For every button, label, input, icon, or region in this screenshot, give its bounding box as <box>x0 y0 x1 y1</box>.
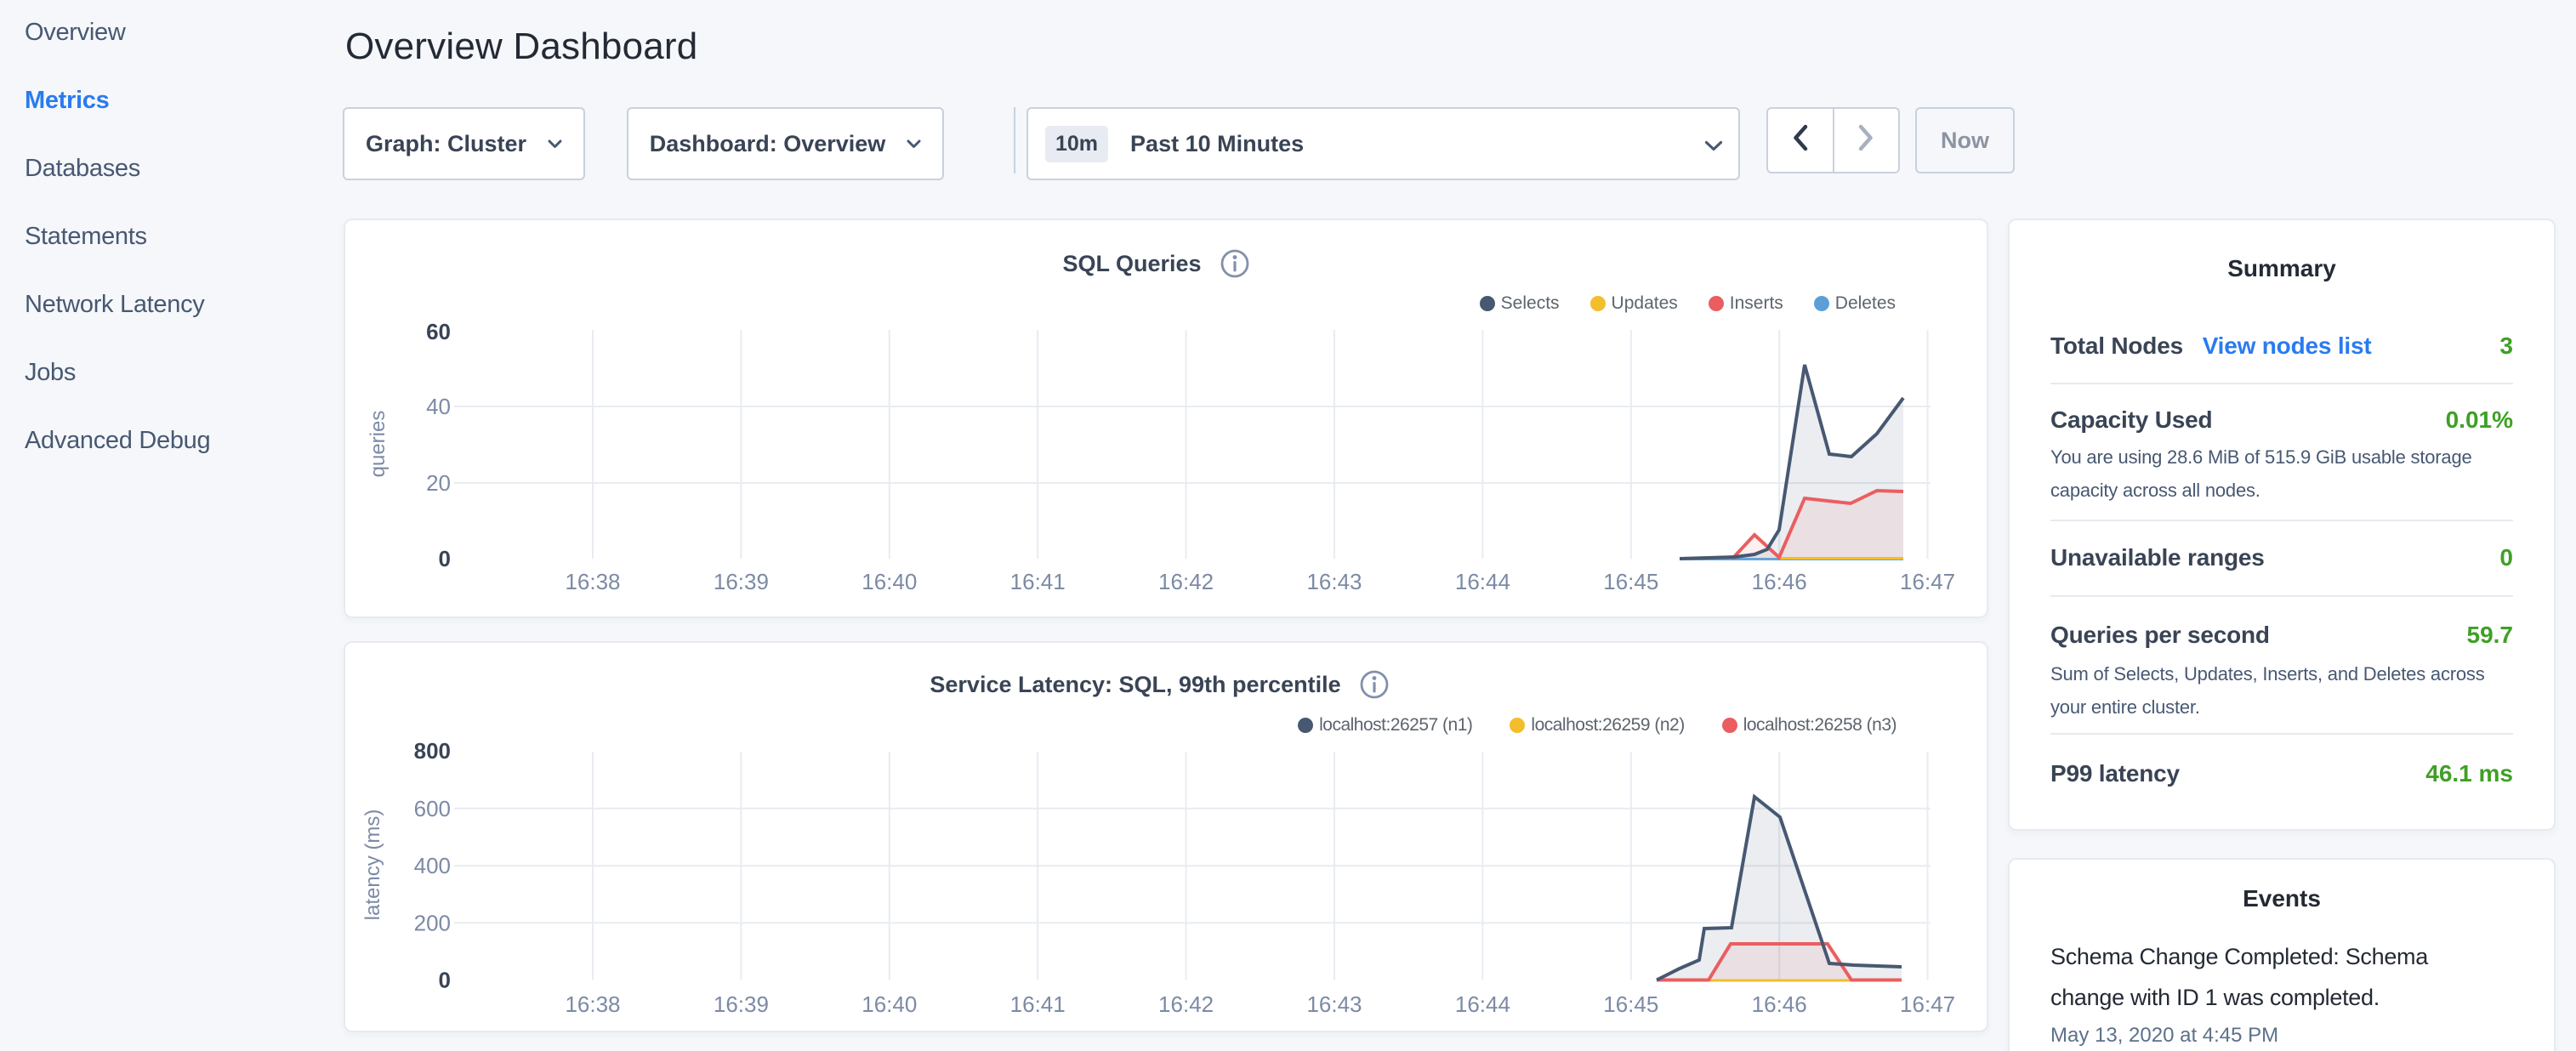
svg-text:16:46: 16:46 <box>1752 569 1807 594</box>
svg-text:16:45: 16:45 <box>1603 991 1658 1017</box>
svg-text:40: 40 <box>426 394 451 419</box>
svg-text:16:43: 16:43 <box>1306 569 1362 594</box>
svg-text:0: 0 <box>439 546 451 571</box>
svg-text:latency (ms): latency (ms) <box>361 810 384 921</box>
svg-text:16:40: 16:40 <box>862 569 917 594</box>
svg-text:20: 20 <box>426 470 451 496</box>
svg-text:16:40: 16:40 <box>862 991 917 1017</box>
svg-text:800: 800 <box>414 738 451 764</box>
svg-text:60: 60 <box>426 319 451 344</box>
svg-text:16:47: 16:47 <box>1900 569 1955 594</box>
svg-text:16:47: 16:47 <box>1900 991 1955 1017</box>
svg-text:16:39: 16:39 <box>714 991 769 1017</box>
svg-text:16:38: 16:38 <box>565 991 620 1017</box>
svg-text:600: 600 <box>414 796 451 821</box>
svg-text:queries: queries <box>367 411 390 478</box>
svg-text:16:44: 16:44 <box>1455 991 1510 1017</box>
svg-text:16:46: 16:46 <box>1752 991 1807 1017</box>
svg-text:16:38: 16:38 <box>565 569 620 594</box>
svg-text:16:39: 16:39 <box>714 569 769 594</box>
svg-text:16:41: 16:41 <box>1010 991 1066 1017</box>
svg-text:16:42: 16:42 <box>1158 991 1214 1017</box>
svg-text:200: 200 <box>414 910 451 935</box>
svg-text:16:43: 16:43 <box>1306 991 1362 1017</box>
svg-text:0: 0 <box>439 968 451 993</box>
svg-text:16:44: 16:44 <box>1455 569 1510 594</box>
svg-text:16:45: 16:45 <box>1603 569 1658 594</box>
svg-text:16:41: 16:41 <box>1010 569 1066 594</box>
svg-text:16:42: 16:42 <box>1158 569 1214 594</box>
svg-text:400: 400 <box>414 853 451 878</box>
